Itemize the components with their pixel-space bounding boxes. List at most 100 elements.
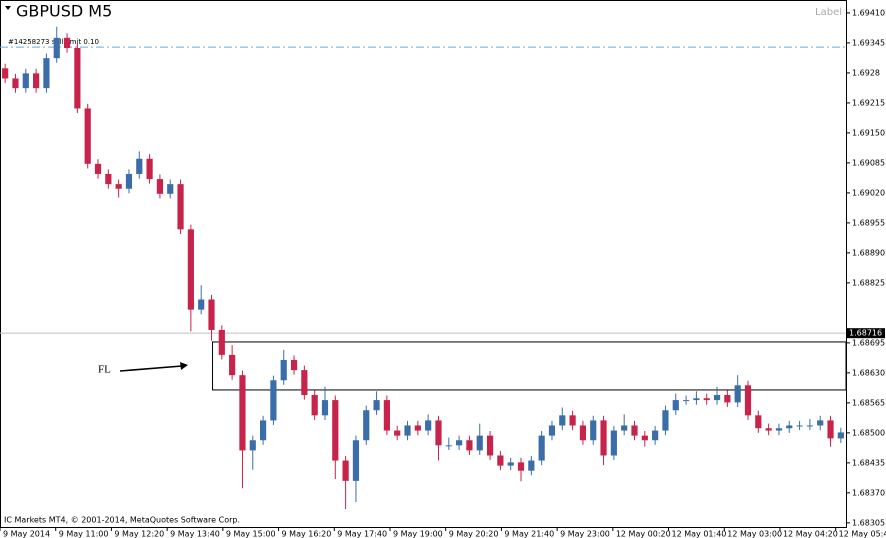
x-tick-label: 12 May 00:20: [616, 530, 671, 538]
candle-body: [486, 435, 494, 456]
candle-body: [755, 415, 762, 429]
candle-body: [724, 395, 731, 403]
y-tick-label: 1.68825: [852, 278, 885, 287]
candle-body: [208, 299, 215, 330]
candle-body: [713, 395, 721, 401]
candle-body: [559, 415, 566, 426]
candle-body: [33, 73, 40, 89]
candle-body: [703, 398, 710, 401]
candle-body: [363, 410, 370, 441]
y-tick-label: 1.69215: [852, 98, 885, 107]
candle-body: [115, 184, 122, 189]
y-tick-label: 1.69410: [852, 8, 885, 17]
candle-body: [456, 440, 463, 446]
x-tick-label: 9 May 12:20: [114, 530, 164, 538]
price-box: [847, 328, 885, 339]
candle-body: [321, 400, 329, 416]
x-tick-label: 12 May 03:00: [727, 530, 782, 538]
y-tick-label: 1.68955: [852, 218, 885, 227]
y-tick-label: 1.69345: [852, 38, 885, 47]
y-tick-label: 1.6928: [852, 68, 880, 77]
x-tick-label: 9 May 19:00: [393, 530, 443, 538]
candle-body: [259, 420, 267, 441]
y-tick-label: 1.68890: [852, 248, 885, 257]
x-tick-label: 12 May 05:40: [839, 530, 886, 538]
candle-body: [466, 440, 473, 451]
candle-body: [817, 420, 824, 426]
candle-body: [270, 380, 277, 421]
candle-body: [837, 432, 844, 439]
candle-body: [414, 425, 421, 431]
x-tick-label: 9 May 16:20: [282, 530, 332, 538]
candle-body: [662, 410, 669, 431]
candle-body: [435, 420, 442, 446]
candle-body: [590, 420, 597, 441]
candle-body: [538, 435, 545, 461]
candle-body: [528, 460, 535, 471]
candle-body: [63, 37, 71, 48]
order-label: #14258273 sell limit 0.10: [8, 38, 99, 46]
y-tick-label: 1.68695: [852, 338, 885, 347]
candle-body: [249, 440, 256, 451]
x-tick-label: 9 May 21:40: [504, 530, 554, 538]
candle-body: [167, 184, 174, 194]
candle-body: [198, 299, 205, 310]
y-tick-label: 1.68305: [852, 518, 885, 527]
candle-body: [332, 400, 339, 461]
y-tick-label: 1.69020: [852, 188, 885, 197]
rectangle-object: [212, 341, 847, 391]
candle-body: [12, 78, 19, 89]
candle-body: [693, 398, 700, 401]
candle-body: [579, 425, 587, 441]
candle-body: [280, 359, 287, 381]
candle-body: [43, 58, 50, 89]
price-label: 1.68716: [849, 329, 882, 338]
candle-body: [84, 108, 91, 164]
candle-body: [672, 400, 679, 411]
candle-body: [373, 400, 380, 411]
candle-body: [806, 425, 813, 427]
candle-body: [652, 430, 659, 441]
candle-body: [610, 430, 617, 456]
x-tick-label: 12 May 04:20: [783, 530, 838, 538]
candle-body: [229, 354, 236, 376]
candle-body: [631, 425, 638, 436]
x-tick-label: 9 May 2014: [3, 530, 50, 538]
candle-body: [445, 445, 452, 447]
candle-body: [94, 163, 102, 174]
candle-body: [218, 329, 225, 355]
candle-body: [765, 428, 772, 431]
y-tick-label: 1.68630: [852, 368, 885, 377]
x-tick-label: 9 May 23:00: [560, 530, 610, 538]
x-tick-label: 9 May 17:40: [337, 530, 387, 538]
candle-body: [22, 73, 29, 89]
candle-body: [187, 229, 194, 310]
candle-body: [74, 47, 81, 109]
candle-body: [352, 440, 360, 481]
annotation-arrow: [119, 365, 183, 372]
chart-title: GBPUSD M5: [16, 2, 112, 21]
candle-body: [569, 415, 576, 426]
y-tick-label: 1.68370: [852, 488, 885, 497]
candle-body: [796, 425, 803, 427]
corner-label: Label: [815, 7, 842, 18]
y-tick-label: 1.69150: [852, 128, 885, 137]
candle-body: [311, 395, 318, 416]
candle-body: [404, 425, 411, 436]
candle-body: [383, 400, 390, 431]
candle-body: [239, 375, 246, 451]
candle-body: [394, 430, 401, 436]
candle-body: [146, 158, 153, 180]
candle-body: [621, 425, 628, 431]
candle-body: [476, 435, 483, 451]
menu-triangle[interactable]: [5, 6, 11, 10]
candle-body: [775, 428, 783, 431]
candle-body: [177, 184, 184, 230]
candle-body: [734, 385, 741, 403]
candle-body: [105, 173, 112, 185]
plot-frame: [0, 0, 847, 528]
candle-body: [827, 420, 834, 439]
